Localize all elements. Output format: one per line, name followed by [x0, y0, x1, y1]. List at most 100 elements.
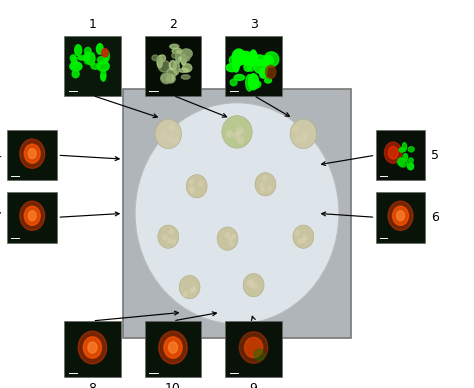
- Bar: [225, 321, 282, 377]
- Ellipse shape: [75, 45, 82, 56]
- Ellipse shape: [181, 54, 186, 65]
- Ellipse shape: [97, 44, 103, 54]
- Ellipse shape: [403, 154, 408, 161]
- Ellipse shape: [191, 286, 196, 291]
- Ellipse shape: [247, 64, 255, 71]
- Ellipse shape: [72, 57, 77, 66]
- Ellipse shape: [265, 65, 276, 79]
- Ellipse shape: [28, 211, 36, 221]
- Ellipse shape: [155, 119, 182, 149]
- Ellipse shape: [244, 63, 252, 71]
- Ellipse shape: [408, 163, 414, 170]
- Ellipse shape: [265, 55, 271, 66]
- Ellipse shape: [230, 79, 237, 86]
- Ellipse shape: [247, 280, 252, 286]
- Ellipse shape: [384, 142, 402, 163]
- Ellipse shape: [409, 158, 413, 163]
- Ellipse shape: [254, 349, 264, 360]
- Ellipse shape: [267, 185, 272, 191]
- Ellipse shape: [253, 55, 266, 66]
- Ellipse shape: [87, 52, 95, 65]
- Ellipse shape: [253, 283, 258, 289]
- Ellipse shape: [78, 56, 89, 60]
- Ellipse shape: [290, 119, 317, 149]
- Text: 9: 9: [250, 382, 257, 388]
- Ellipse shape: [103, 50, 109, 62]
- Ellipse shape: [397, 158, 404, 166]
- Bar: [123, 89, 351, 338]
- Ellipse shape: [226, 130, 233, 138]
- Ellipse shape: [24, 206, 40, 225]
- Ellipse shape: [78, 331, 107, 364]
- Ellipse shape: [91, 64, 100, 69]
- Ellipse shape: [191, 287, 197, 293]
- Ellipse shape: [234, 52, 246, 62]
- Ellipse shape: [170, 44, 179, 49]
- Ellipse shape: [83, 337, 101, 358]
- Ellipse shape: [243, 274, 264, 297]
- Ellipse shape: [28, 149, 36, 159]
- Ellipse shape: [246, 74, 253, 91]
- Ellipse shape: [101, 48, 109, 57]
- Ellipse shape: [172, 137, 179, 144]
- Ellipse shape: [190, 186, 195, 192]
- Ellipse shape: [24, 144, 40, 163]
- Ellipse shape: [166, 75, 175, 83]
- Ellipse shape: [88, 342, 97, 353]
- Ellipse shape: [388, 146, 398, 159]
- Ellipse shape: [264, 52, 279, 67]
- Ellipse shape: [179, 275, 200, 299]
- Ellipse shape: [229, 241, 234, 246]
- Ellipse shape: [162, 234, 167, 240]
- Ellipse shape: [250, 52, 258, 63]
- Ellipse shape: [260, 187, 265, 193]
- Ellipse shape: [179, 68, 189, 72]
- Ellipse shape: [225, 232, 230, 238]
- Ellipse shape: [70, 55, 76, 61]
- Ellipse shape: [259, 182, 264, 188]
- Text: 3: 3: [250, 18, 257, 31]
- Ellipse shape: [161, 74, 174, 82]
- Ellipse shape: [297, 238, 302, 244]
- Ellipse shape: [172, 48, 182, 54]
- Ellipse shape: [20, 139, 45, 168]
- Text: 10: 10: [165, 382, 181, 388]
- Ellipse shape: [302, 235, 308, 241]
- Ellipse shape: [245, 338, 263, 358]
- Ellipse shape: [72, 70, 79, 78]
- Ellipse shape: [164, 337, 182, 358]
- Ellipse shape: [222, 116, 252, 148]
- Ellipse shape: [399, 158, 408, 167]
- Ellipse shape: [173, 61, 180, 74]
- Ellipse shape: [292, 125, 299, 133]
- Ellipse shape: [152, 55, 158, 61]
- Ellipse shape: [300, 135, 307, 143]
- Bar: [8, 130, 57, 180]
- Ellipse shape: [161, 131, 167, 139]
- Ellipse shape: [402, 143, 407, 151]
- Ellipse shape: [70, 62, 82, 71]
- Ellipse shape: [189, 179, 194, 185]
- Ellipse shape: [167, 238, 173, 244]
- Ellipse shape: [302, 132, 309, 139]
- Ellipse shape: [296, 135, 302, 143]
- Ellipse shape: [186, 175, 207, 198]
- Ellipse shape: [239, 332, 268, 363]
- Ellipse shape: [158, 225, 179, 248]
- Bar: [145, 36, 201, 96]
- Text: 5: 5: [431, 149, 439, 162]
- Ellipse shape: [388, 201, 413, 230]
- Ellipse shape: [233, 56, 239, 72]
- Ellipse shape: [171, 239, 176, 244]
- Text: 4: 4: [0, 149, 2, 162]
- Ellipse shape: [101, 70, 106, 81]
- Ellipse shape: [236, 127, 244, 135]
- Ellipse shape: [249, 282, 254, 288]
- Ellipse shape: [229, 55, 240, 65]
- Ellipse shape: [159, 331, 187, 364]
- Ellipse shape: [181, 49, 192, 59]
- Ellipse shape: [182, 291, 188, 297]
- Ellipse shape: [233, 131, 241, 139]
- Ellipse shape: [238, 55, 247, 62]
- Ellipse shape: [226, 64, 238, 72]
